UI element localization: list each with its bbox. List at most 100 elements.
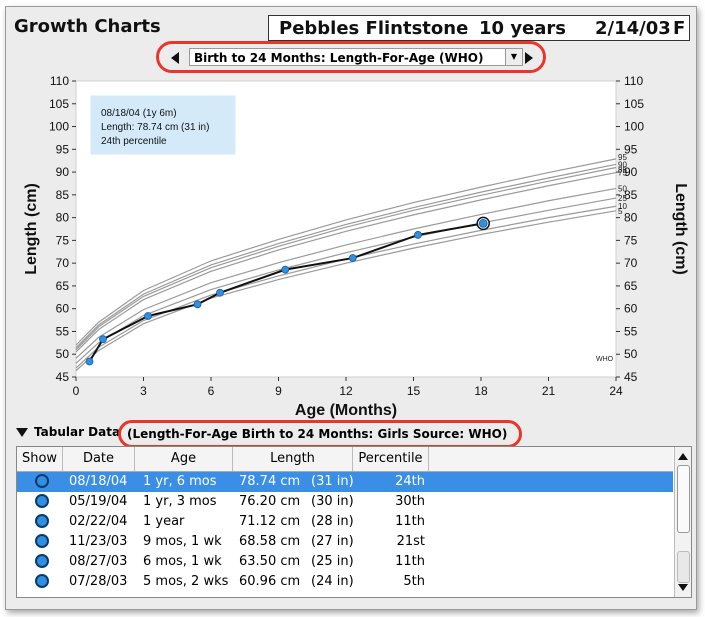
table-row[interactable]: 05/19/04 1 yr, 3 mos 76.20 cm (30 in) 30th [17,492,673,512]
row-percentile: 30th [395,494,425,509]
table-scrollbar[interactable] [674,447,691,597]
column-header-age[interactable]: Age [135,447,233,471]
y-tick-label-left: 75 [56,233,70,247]
scrollbar-thumb[interactable] [677,465,690,533]
row-length-cm: 68.58 cm [239,534,301,549]
row-length-in: (25 in) [311,554,354,569]
column-header-date[interactable]: Date [63,447,135,471]
row-length-cm: 78.74 cm [239,474,301,489]
percentile-curve-90 [75,163,617,349]
table-row[interactable]: 11/23/03 9 mos, 1 wk 68.58 cm (27 in) 21st [17,532,673,552]
percentile-label: 5 [618,207,623,216]
show-toggle-icon[interactable] [35,534,49,548]
next-chart-arrow-icon[interactable] [525,52,533,64]
column-header-percentile[interactable]: Percentile [353,447,429,471]
patient-data-point [216,288,224,297]
scroll-up-icon[interactable] [678,453,688,460]
patient-data-point [281,265,290,274]
y-tick-label-left: 100 [49,120,69,134]
row-date: 02/22/04 [69,514,128,529]
y-tick-label-right: 70 [624,256,638,270]
collapse-triangle-icon[interactable] [16,428,28,437]
patient-data-point [414,231,422,239]
percentile-label: 95 [618,153,627,162]
y-tick-label-right: 90 [624,165,638,179]
row-age: 9 mos, 1 wk [143,534,222,549]
x-tick-label: 0 [73,384,80,398]
percentile-curve-5 [75,210,617,372]
tabular-source-label: (Length-For-Age Birth to 24 Months: Girl… [118,420,522,448]
x-axis-title: Age (Months) [295,402,397,419]
tooltip-percentile: 24th percentile [101,136,167,147]
y-tick-label-left: 60 [56,302,70,316]
y-tick-label-left: 90 [56,165,70,179]
y-tick-label-right: 80 [624,211,638,225]
show-toggle-icon[interactable] [35,474,49,488]
y-tick-label-right: 50 [624,347,638,361]
y-tick-label-right: 55 [624,324,638,338]
show-toggle-icon[interactable] [35,494,49,508]
chevron-down-icon[interactable]: ▼ [505,49,522,65]
x-tick-label: 6 [208,384,215,398]
percentile-curve-95 [75,158,617,346]
row-length-cm: 76.20 cm [239,494,301,509]
y-tick-label-left: 95 [56,142,70,156]
percentile-label: 90 [618,160,627,169]
y-tick-label-right: 105 [624,97,644,111]
patient-banner: Pebbles Flintstone 10 years 2/14/03 F [268,15,690,41]
y-axis-title-left: Length (cm) [23,183,40,275]
percentile-curve-75 [75,171,617,353]
column-header-show[interactable]: Show [17,447,63,471]
y-tick-label-left: 55 [56,324,70,338]
growth-charts-window: Growth Charts Pebbles Flintstone 10 year… [5,6,697,610]
y-tick-label-left: 85 [56,188,70,202]
percentile-curve-85 [75,166,617,351]
previous-chart-arrow-icon[interactable] [171,52,179,64]
patient-data-point [99,335,107,344]
x-tick-label: 12 [339,384,353,398]
y-axis-title-right: Length (cm) [672,183,689,275]
row-percentile: 5th [403,574,425,589]
row-length-cm: 63.50 cm [239,554,301,569]
table-row[interactable]: 02/22/04 1 year 71.12 cm (28 in) 11th [17,512,673,532]
row-length-cm: 71.12 cm [239,514,301,529]
percentile-label: 10 [618,202,627,211]
row-age: 5 mos, 2 wks [143,574,229,589]
y-tick-label-left: 105 [49,97,69,111]
row-age: 1 year [143,514,185,529]
y-tick-label-left: 50 [56,347,70,361]
show-toggle-icon[interactable] [35,514,49,528]
table-header: Show Date Age Length Percentile [17,447,673,472]
patient-dob: 2/14/03 [595,17,671,39]
show-toggle-icon[interactable] [35,554,49,568]
row-percentile: 21st [396,534,425,549]
row-length-in: (27 in) [311,534,354,549]
x-tick-label: 15 [407,384,421,398]
y-tick-label-left: 45 [56,370,70,384]
row-length-in: (30 in) [311,494,354,509]
y-tick-label-right: 75 [624,233,638,247]
table-row[interactable]: 08/18/04 1 yr, 6 mos 78.74 cm (31 in) 24th [17,472,673,492]
y-tick-label-left: 110 [50,74,69,88]
chart-type-dropdown[interactable]: Birth to 24 Months: Length-For-Age (WHO)… [189,48,523,66]
column-header-length[interactable]: Length [233,447,353,471]
patient-sex: F [673,17,686,39]
table-row[interactable]: 08/27/03 6 mos, 1 wk 63.50 cm (25 in) 11th [17,552,673,572]
show-toggle-icon[interactable] [35,574,49,588]
row-length-in: (31 in) [311,474,354,489]
y-tick-label-left: 80 [56,211,70,225]
tabular-data-table: Show Date Age Length Percentile 08/18/04… [16,446,692,598]
patient-data-point [348,254,357,262]
table-row[interactable]: 07/28/03 5 mos, 2 wks 60.96 cm (24 in) 5th [17,572,673,592]
tooltip-length: Length: 78.74 cm (31 in) [101,122,209,133]
row-date: 11/23/03 [69,534,128,549]
scroll-down-icon[interactable] [678,584,688,591]
percentile-label: 85 [618,166,627,175]
app-title: Growth Charts [14,16,161,37]
patient-data-point [144,312,152,320]
row-length-in: (24 in) [311,574,354,589]
patient-age: 10 years [479,17,566,39]
row-percentile: 11th [395,514,425,529]
chart-selector: Birth to 24 Months: Length-For-Age (WHO)… [156,41,546,73]
